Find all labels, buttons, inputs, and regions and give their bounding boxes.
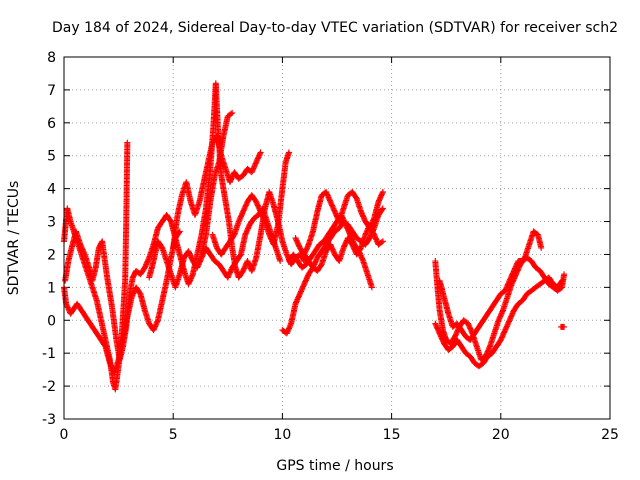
data-point (368, 284, 375, 291)
y-axis-label: SDTVAR / TECUs (6, 181, 22, 296)
x-tick-label: 15 (383, 427, 401, 443)
data-point (561, 323, 568, 330)
y-tick-label: 2 (47, 247, 56, 263)
data-point (277, 258, 284, 264)
data-point (228, 110, 235, 117)
y-tick-label: 8 (47, 50, 56, 66)
data-point (379, 238, 386, 245)
data-point (538, 244, 545, 251)
chart-title: Day 184 of 2024, Sidereal Day-to-day VTE… (52, 20, 618, 36)
data-point (379, 206, 386, 213)
data-point (124, 139, 131, 146)
data-point (286, 149, 292, 156)
data-points (61, 80, 568, 393)
y-tick-label: 5 (47, 149, 56, 165)
grid-layer (64, 57, 610, 419)
y-tick-label: 3 (47, 215, 56, 231)
data-point (257, 149, 264, 156)
x-tick-label: 20 (492, 427, 510, 443)
x-tick-label: 5 (169, 427, 178, 443)
plot-frame (63, 56, 611, 420)
y-tick-label: 1 (47, 280, 56, 296)
x-axis-label: GPS time / hours (276, 458, 393, 474)
x-tick-label: 0 (60, 427, 69, 443)
y-tick-label: -3 (42, 412, 56, 428)
y-tick-label: -2 (42, 379, 56, 395)
data-point (379, 190, 386, 197)
data-point (229, 109, 236, 116)
data-point (145, 256, 152, 262)
data-point (257, 150, 263, 157)
data-point (379, 205, 386, 212)
y-tick-label: 0 (47, 313, 56, 329)
y-tick-label: 6 (47, 116, 56, 132)
data-point (379, 188, 386, 195)
data-point (561, 271, 568, 278)
x-tick-label: 10 (273, 427, 291, 443)
data-point (378, 239, 385, 246)
x-tick-label: 25 (601, 427, 619, 443)
y-tick-label: 7 (47, 83, 56, 99)
y-tick-label: -1 (42, 346, 56, 362)
y-tick-label: 4 (47, 182, 56, 198)
